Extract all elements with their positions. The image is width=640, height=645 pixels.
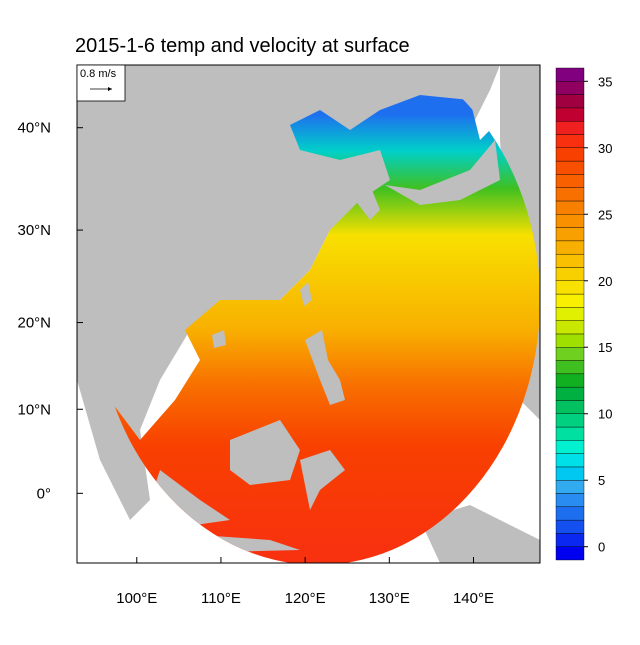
colorbar-box xyxy=(555,187,585,202)
colorbar-box xyxy=(555,440,585,454)
colorbar-box xyxy=(555,160,585,175)
colorbar-tick-label: 20 xyxy=(598,274,612,289)
colorbar-box xyxy=(555,466,585,481)
colorbar-box xyxy=(555,134,585,148)
plot-frame xyxy=(76,64,541,564)
x-tick-label: 120°E xyxy=(285,590,326,607)
land-new-guinea xyxy=(420,505,540,563)
land-taiwan xyxy=(300,282,312,306)
colorbar-box xyxy=(555,426,585,441)
land-borneo xyxy=(230,420,300,485)
colorbar-box xyxy=(555,373,585,388)
land-japan xyxy=(385,140,500,205)
colorbar-tick-label: 15 xyxy=(598,340,612,355)
colorbar-box xyxy=(555,81,585,95)
colorbar-tick-label: 10 xyxy=(598,407,612,422)
y-tick-label: 20°N xyxy=(17,315,51,332)
colorbar-box xyxy=(555,253,585,268)
colorbar-box xyxy=(555,267,585,281)
colorbar-tick-label: 5 xyxy=(598,473,605,488)
colorbar-tick-label: 35 xyxy=(598,74,612,89)
y-tick-label: 30°N xyxy=(17,222,51,239)
colorbar-box xyxy=(555,174,585,188)
ocean xyxy=(96,95,540,563)
colorbar-box xyxy=(555,214,585,228)
colorbar-box xyxy=(555,546,585,561)
y-tick-label: 40°N xyxy=(17,120,51,137)
colorbar-tick-label: 25 xyxy=(598,207,612,222)
title: 2015-1-6 temp and velocity at surface xyxy=(75,35,410,57)
land-sumatra xyxy=(150,470,230,525)
colorbar: 0 5 10 15 20 25 30 35 xyxy=(555,67,612,561)
colorbar-box xyxy=(555,453,585,468)
land-sulawesi xyxy=(300,450,345,510)
colorbar-box xyxy=(555,493,585,508)
colorbar-box xyxy=(555,506,585,521)
colorbar-box xyxy=(555,67,585,82)
colorbar-box xyxy=(555,360,585,375)
x-tick-label: 110°E xyxy=(201,590,241,607)
land-korea xyxy=(355,190,380,220)
colorbar-box xyxy=(555,333,585,348)
colorbar-box xyxy=(555,120,585,135)
sea-surface-temperature xyxy=(96,95,540,563)
colorbar-box xyxy=(555,107,585,122)
colorbar-tick-label: 0 xyxy=(598,540,605,555)
colorbar-box xyxy=(555,519,585,534)
y-tick-label: 0° xyxy=(37,485,51,502)
colorbar-box xyxy=(555,280,585,295)
reference-vector-box xyxy=(76,64,126,102)
colorbar-box xyxy=(555,320,585,335)
axes: 100°E 110°E 120°E 130°E 140°E 0° 10°N 20°N 30°N 4… xyxy=(17,120,494,607)
land-hainan xyxy=(212,330,226,348)
colorbar-box xyxy=(555,386,585,401)
y-tick-label: 10°N xyxy=(17,401,51,418)
x-tick-label: 140°E xyxy=(453,590,494,607)
colorbar-box xyxy=(555,413,585,428)
colorbar-box xyxy=(555,533,585,547)
colorbar-box xyxy=(555,307,585,321)
colorbar-box xyxy=(555,480,585,494)
x-tick-label: 130°E xyxy=(369,590,410,607)
colorbar-box xyxy=(555,147,585,162)
map xyxy=(77,65,540,563)
x-tick-label: 100°E xyxy=(116,590,157,607)
colorbar-box xyxy=(555,94,585,109)
land-philippines xyxy=(305,330,345,405)
colorbar-box xyxy=(555,227,585,242)
colorbar-box xyxy=(555,200,585,215)
colorbar-box xyxy=(555,347,585,361)
colorbar-tick-label: 30 xyxy=(598,141,612,156)
reference-vector-head xyxy=(108,87,112,91)
colorbar-box xyxy=(555,240,585,255)
reference-vector-label: 0.8 m/s xyxy=(80,68,117,80)
colorbar-box xyxy=(555,293,585,308)
colorbar-box xyxy=(555,400,585,414)
